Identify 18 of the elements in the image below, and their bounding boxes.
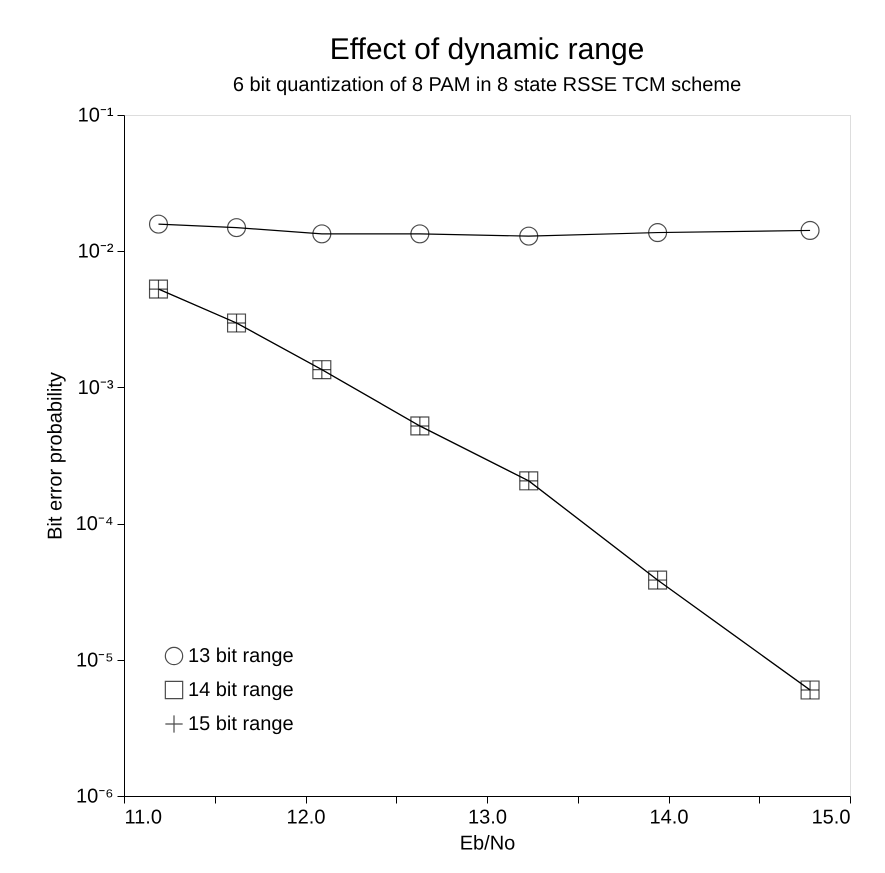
y-tick-label: 10⁻⁶ [76,786,114,808]
x-axis-title: Eb/No [460,832,516,854]
x-tick-label: 12.0 [286,806,326,828]
x-tick-label: 11.0 [124,806,162,828]
chart-subtitle: 6 bit quantization of 8 PAM in 8 state RSSE TCM scheme [232,74,742,96]
legend-label: 15 bit range [188,713,294,735]
legend-label: 13 bit range [188,645,294,667]
y-axis-title: Bit error probability [44,372,67,540]
legend-label: 14 bit range [188,679,294,701]
y-tick-label: 10⁻¹ [78,104,114,126]
x-tick-label: 15.0 [812,806,850,828]
chart-title: Effect of dynamic range [330,33,644,66]
x-tick-label: 13.0 [468,806,507,828]
y-tick-label: 10⁻³ [78,376,114,399]
x-tick-label: 14.0 [650,806,688,828]
y-tick-label: 10⁻⁴ [76,513,114,536]
y-tick-label: 10⁻⁵ [76,649,114,672]
y-tick-label: 10⁻² [78,240,114,263]
